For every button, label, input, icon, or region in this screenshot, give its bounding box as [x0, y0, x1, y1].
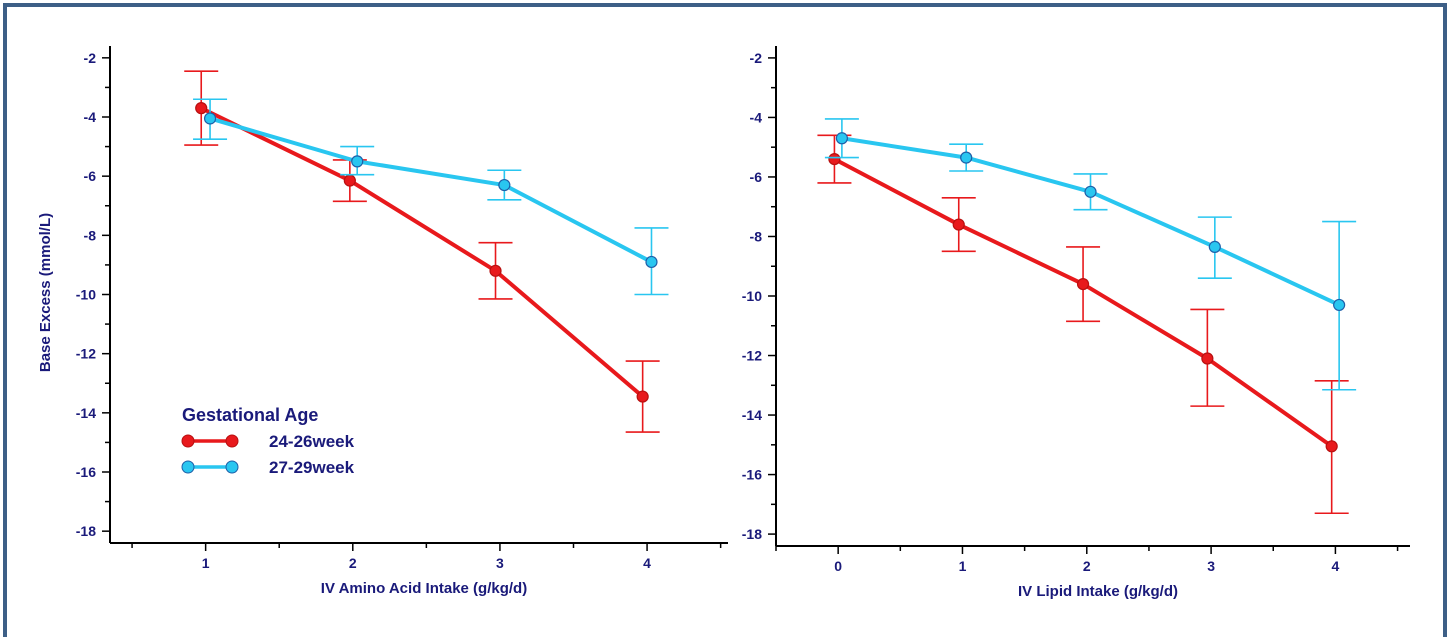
- legend-swatch-marker-0: [225, 434, 239, 448]
- data-point: [1201, 352, 1214, 365]
- figure-frame: [3, 3, 1447, 637]
- data-point: [1084, 185, 1097, 198]
- x-tick-label: 0: [834, 558, 842, 574]
- y-tick-label: -12: [742, 348, 762, 364]
- data-point: [1325, 440, 1338, 453]
- data-point: [195, 102, 208, 115]
- data-point: [1208, 240, 1221, 253]
- legend-title: Gestational Age: [182, 405, 318, 425]
- y-tick-label: -10: [742, 288, 762, 304]
- x-tick-label: 4: [643, 555, 651, 571]
- x-tick-label: 1: [202, 555, 210, 571]
- data-point: [828, 152, 841, 166]
- y-tick-label: -12: [76, 346, 96, 362]
- y-tick-label: -8: [84, 227, 97, 243]
- x-tick-label: 3: [1207, 558, 1215, 574]
- y-tick-label: -16: [742, 467, 762, 483]
- legend-swatch-marker-1: [181, 460, 195, 474]
- y-tick-label: -14: [76, 405, 96, 421]
- x-axis-title: IV Lipid Intake (g/kg/d): [1018, 583, 1178, 600]
- legend-swatch-marker-0: [181, 434, 195, 448]
- series-line: [841, 136, 1340, 307]
- y-tick-label: -2: [84, 50, 97, 66]
- data-point: [835, 132, 848, 145]
- data-point: [636, 390, 649, 403]
- data-point: [498, 178, 511, 192]
- x-tick-label: 2: [349, 555, 357, 571]
- y-tick-label: -18: [76, 523, 96, 539]
- y-tick-label: -6: [84, 168, 97, 184]
- y-tick-label: -2: [750, 50, 763, 66]
- y-tick-label: -16: [76, 464, 96, 480]
- legend-swatch-marker-1: [225, 460, 239, 474]
- data-point: [645, 255, 658, 269]
- chart-panel-amino-acid: -2 -4 -6 -8 -10 -12 -14 -16 -18 1 2 3 4 IV Amino Acid…: [37, 46, 728, 597]
- data-point: [1333, 298, 1346, 312]
- data-point: [960, 151, 973, 164]
- y-tick-label: -4: [750, 109, 763, 125]
- y-axis-title: Base Excess (mmol/L): [37, 213, 54, 372]
- data-point: [343, 174, 356, 187]
- y-tick-label: -6: [750, 169, 763, 185]
- x-tick-label: 4: [1332, 558, 1340, 574]
- x-tick-label: 2: [1083, 558, 1091, 574]
- data-point: [351, 155, 364, 168]
- legend-label-0: 24-26week: [269, 432, 355, 451]
- legend-label-1: 27-29week: [269, 458, 355, 477]
- data-point: [1076, 277, 1090, 291]
- x-tick-label: 3: [496, 555, 504, 571]
- y-tick-label: -8: [750, 228, 763, 244]
- y-tick-label: -18: [742, 526, 762, 542]
- y-tick-label: -10: [76, 287, 96, 303]
- chart-panel-lipid: -2 -4 -6 -8 -10 -12 -14 -16 -18 0 1 2 3 4 IV Lipid Int…: [742, 46, 1410, 600]
- y-tick-label: -14: [742, 407, 762, 423]
- x-tick-label: 1: [959, 558, 967, 574]
- legend: Gestational Age 24-26week 27-29week: [181, 405, 355, 477]
- y-tick-label: -4: [84, 109, 97, 125]
- data-point: [489, 264, 502, 277]
- data-point: [203, 112, 217, 125]
- series-line: [200, 106, 644, 399]
- series-line: [209, 116, 653, 264]
- data-point: [952, 218, 965, 231]
- x-axis-title: IV Amino Acid Intake (g/kg/d): [321, 580, 527, 597]
